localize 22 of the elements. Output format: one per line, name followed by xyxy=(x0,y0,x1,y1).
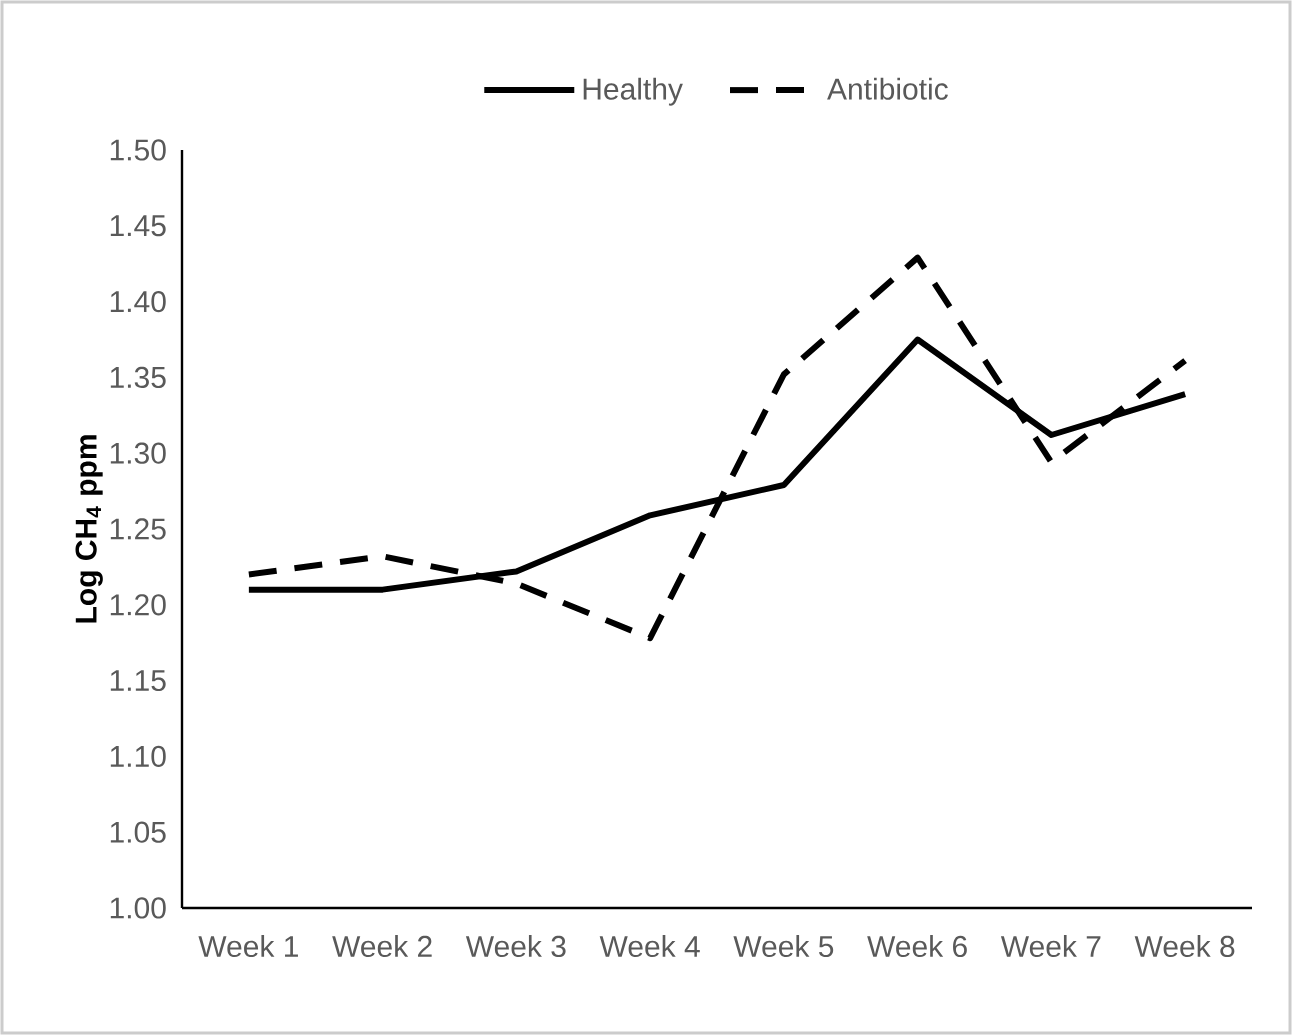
legend-label: Antibiotic xyxy=(827,77,948,100)
x-tick-label: Week 4 xyxy=(599,935,700,958)
x-tick-label: Week 1 xyxy=(198,935,298,958)
x-tick-label: Week 6 xyxy=(867,935,967,958)
y-tick-label: 1.25 xyxy=(110,518,166,540)
x-tick-label: Week 2 xyxy=(332,935,432,958)
y-tick-label: 1.00 xyxy=(110,897,166,919)
x-tick-label: Week 7 xyxy=(1000,935,1101,958)
y-tick-label: 1.10 xyxy=(110,745,166,768)
legend-label: Healthy xyxy=(583,77,683,106)
y-tick-label: 1.15 xyxy=(110,670,166,692)
y-tick-label: 1.35 xyxy=(110,366,166,389)
y-tick-label: 1.30 xyxy=(110,442,166,464)
x-tick-label: Week 8 xyxy=(1134,935,1235,958)
x-tick-label: Week 5 xyxy=(733,935,834,958)
y-axis-title: Log CH$_{4}$ ppm xyxy=(75,435,103,623)
y-tick-label: 1.45 xyxy=(110,215,166,237)
y-tick-label: 1.40 xyxy=(110,290,166,313)
y-tick-label: 1.05 xyxy=(110,821,166,843)
y-tick-label: 1.20 xyxy=(110,594,166,616)
x-tick-label: Week 3 xyxy=(465,935,566,958)
y-tick-label: 1.50 xyxy=(110,139,166,161)
